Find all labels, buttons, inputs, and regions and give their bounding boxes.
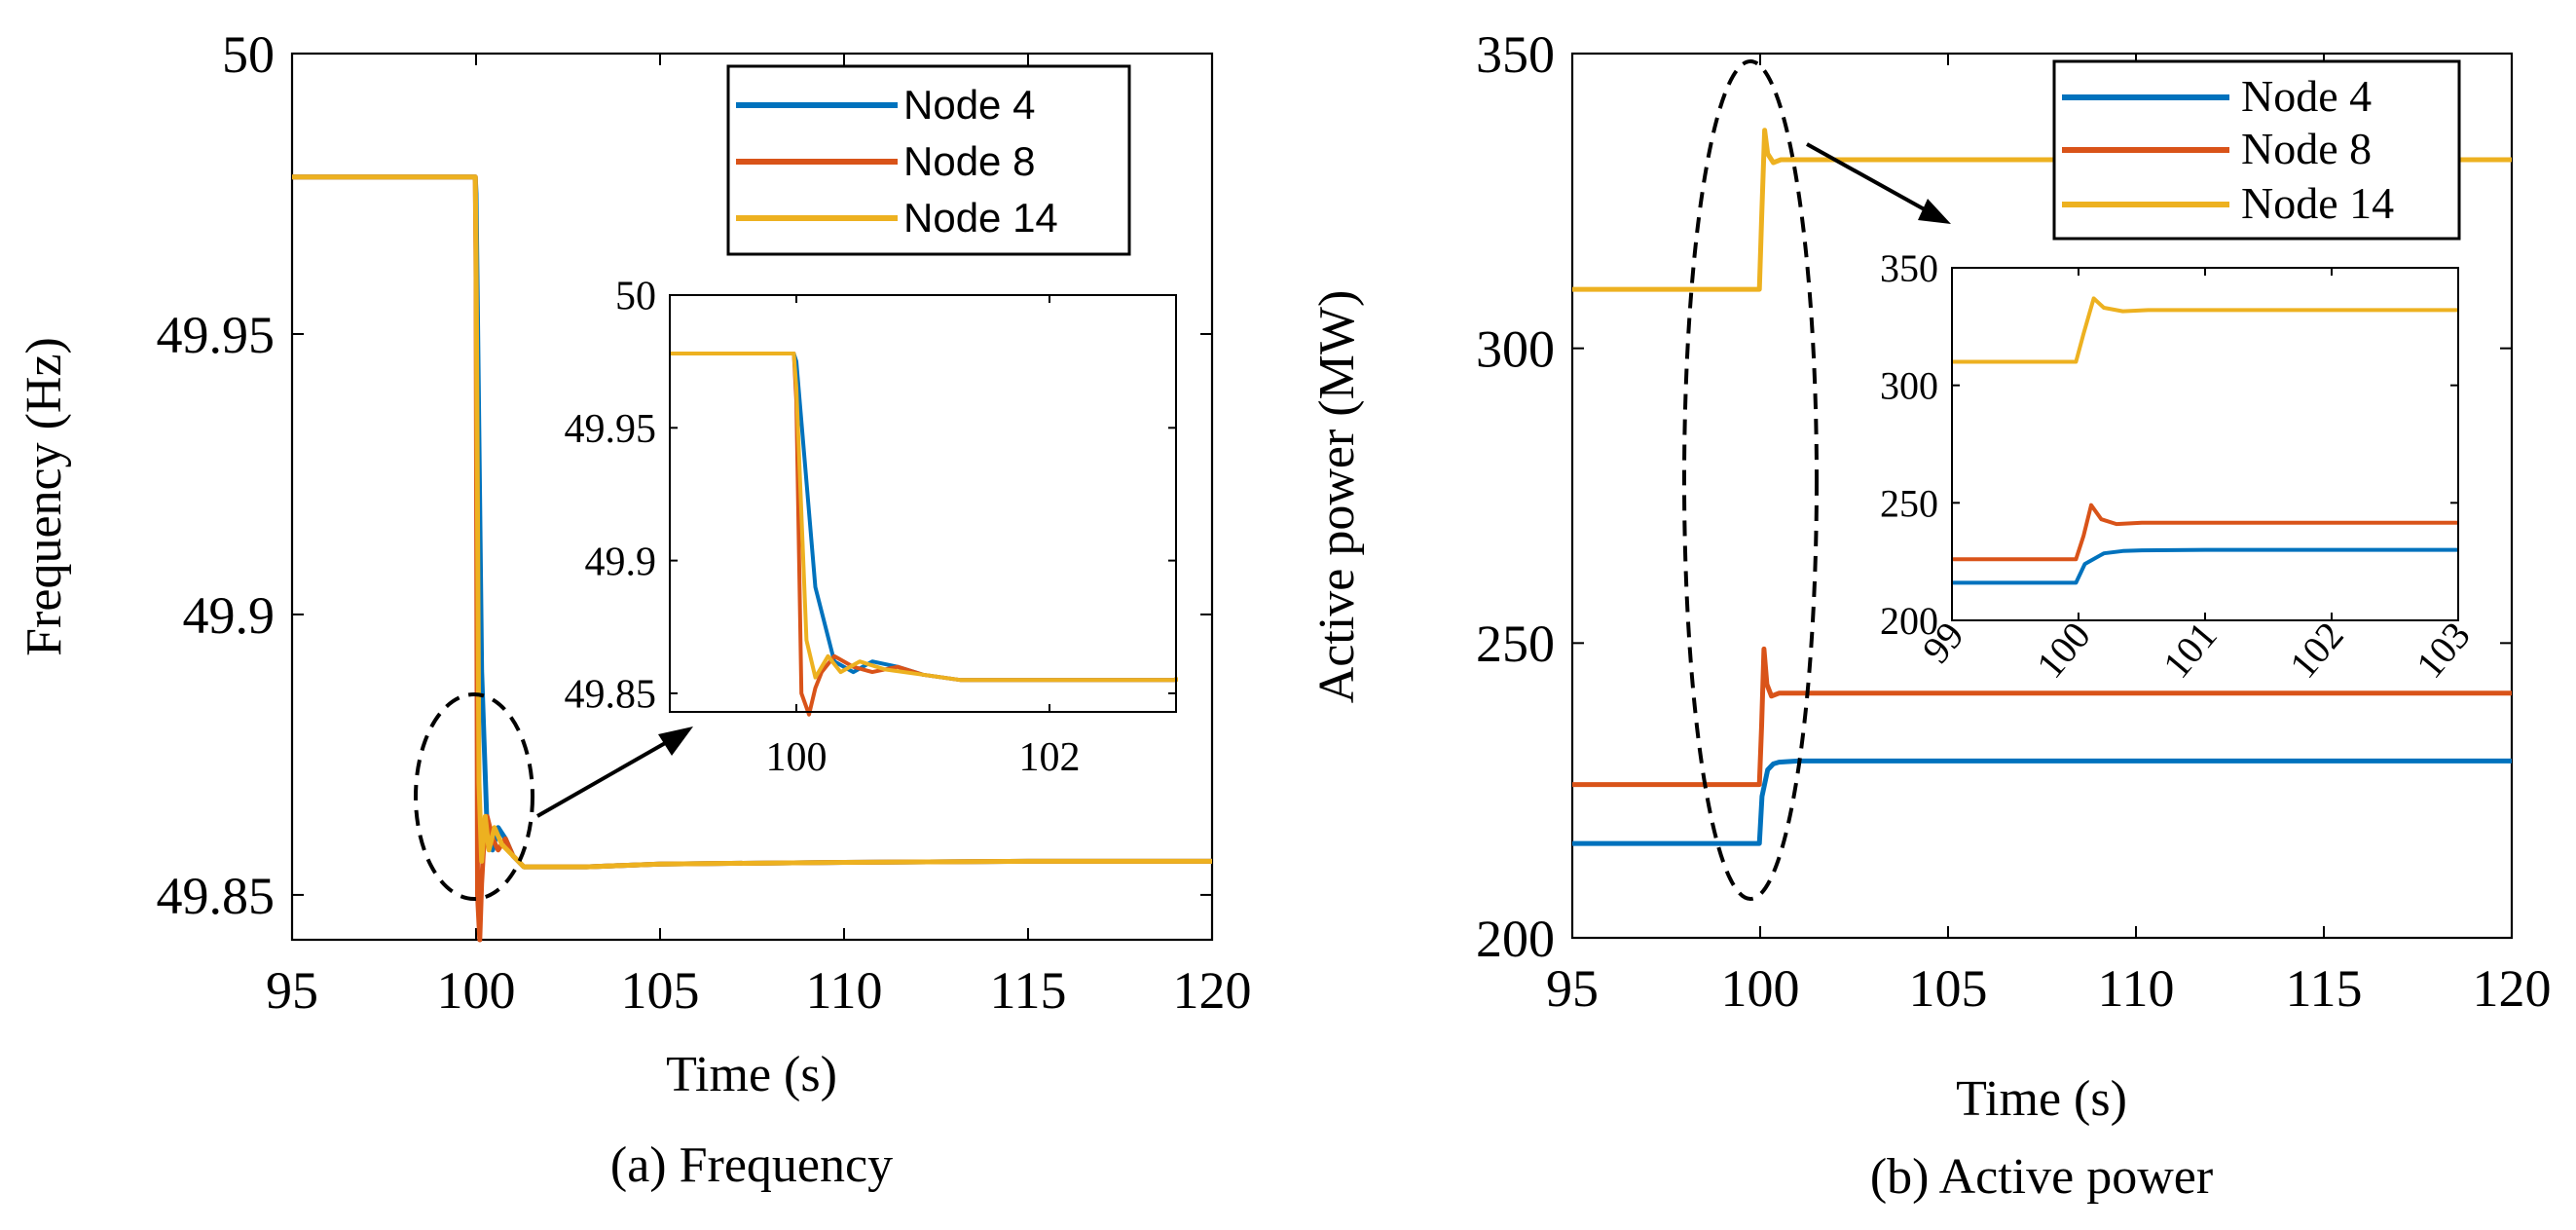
power-inset-x-tick-label: 101 [2154,614,2226,687]
frequency-chart: 95 100 105 110 115 120 49.85 49.9 49.95 50 100 102… [17,25,1252,1193]
frequency-x-tick-label: 115 [990,961,1067,1020]
power-inset-x-tick-label: 100 [2028,614,2099,687]
frequency-inset-x-tick-label: 102 [1019,735,1081,780]
frequency-y-axis-label: Frequency (Hz) [17,337,72,656]
power-inset-y-tick-label: 350 [1880,246,1938,290]
power-inset-y-tick-label: 300 [1880,364,1938,408]
power-x-tick-label: 115 [2286,959,2363,1018]
legend-label-node4: Node 4 [2241,71,2372,121]
frequency-x-tick-label: 100 [437,961,516,1020]
frequency-x-tick-label: 120 [1173,961,1252,1020]
frequency-inset-y-tick-label: 49.85 [565,673,657,718]
frequency-inset-series-node14 [670,352,1178,683]
frequency-y-tick-label: 49.85 [157,867,276,925]
power-inset-series-node14 [1952,296,2458,364]
frequency-x-axis-label: Time (s) [666,1047,837,1102]
power-y-tick-label: 250 [1476,615,1555,673]
frequency-inset-x-tick-label: 100 [766,735,828,780]
power-zoom-arrow-shaft [1806,142,1931,214]
power-inset-series-node4 [1952,547,2458,585]
power-inset-y-tick-label: 250 [1880,481,1938,525]
power-x-tick-label: 95 [1546,959,1599,1018]
power-x-tick-label: 110 [2098,959,2175,1018]
power-y-tick-label: 350 [1476,25,1555,84]
power-series-node14 [1572,128,2512,292]
frequency-y-tick-label: 49.9 [183,586,276,645]
frequency-plot-frame [290,52,1214,942]
power-x-tick-label: 100 [1721,959,1800,1018]
frequency-inset-y-tick-label: 49.9 [585,540,657,584]
frequency-x-tick-label: 95 [266,961,318,1020]
legend-label-node4: Node 4 [903,82,1035,128]
frequency-x-tick-label: 110 [806,961,883,1020]
power-inset-series-node8 [1952,503,2458,562]
power-plot-frame [1570,52,2514,940]
frequency-y-tick-label: 49.95 [157,306,276,364]
frequency-inset: 100 102 49.85 49.9 49.95 50 [565,275,1178,780]
power-y-tick-label: 300 [1476,320,1555,379]
legend-label-node14: Node 14 [2241,178,2394,228]
power-y-axis-label: Active power (MW) [1309,290,1365,704]
power-series-node8 [1572,646,2512,788]
legend-label-node8: Node 8 [2241,124,2372,173]
power-caption: (b) Active power [1870,1149,2213,1205]
power-inset-x-tick-label: 102 [2281,614,2352,687]
power-x-tick-label: 105 [1909,959,1988,1018]
power-x-axis-label: Time (s) [1956,1071,2127,1127]
power-series-node4 [1572,758,2512,846]
frequency-zoom-ellipse [414,692,534,901]
frequency-y-tick-label: 50 [222,25,275,84]
frequency-inset-frame [669,294,1177,713]
frequency-caption: (a) Frequency [610,1137,893,1193]
power-inset-x-tick-label: 103 [2408,614,2479,687]
power-legend: Node 4 Node 8 Node 14 [2052,59,2461,241]
frequency-zoom-arrowhead [658,727,693,756]
legend-label-node8: Node 8 [903,138,1035,184]
power-y-tick-label: 200 [1476,910,1555,968]
frequency-x-tick-label: 105 [621,961,700,1020]
power-zoom-ellipse [1682,59,1819,901]
legend-label-node14: Node 14 [903,195,1058,241]
power-zoom-arrowhead [1918,199,1951,224]
frequency-inset-y-tick-label: 50 [615,275,656,319]
power-inset-y-tick-label: 200 [1880,599,1938,643]
power-x-tick-label: 120 [2473,959,2552,1018]
frequency-zoom-arrow-shaft [536,736,675,818]
frequency-inset-y-tick-label: 49.95 [565,407,657,452]
frequency-legend: Node 4 Node 8 Node 14 [726,64,1131,256]
